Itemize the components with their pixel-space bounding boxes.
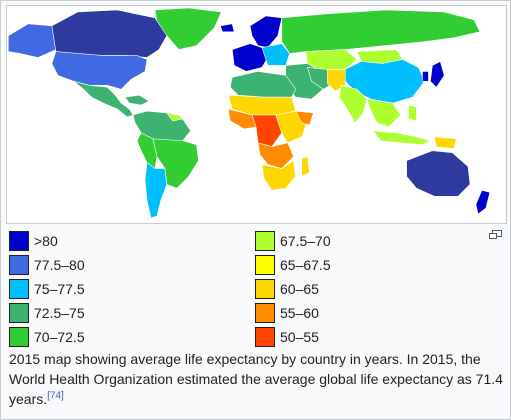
legend-swatch (9, 231, 29, 251)
region-alaska (7, 23, 57, 58)
region-philippines (408, 104, 417, 122)
region-southern-africa (261, 160, 296, 191)
region-russia (281, 9, 481, 54)
caption-reference-sup: [74] (47, 390, 64, 401)
legend-label: 77.5–80 (34, 257, 85, 273)
region-australia (406, 150, 471, 197)
legend-column: >80 77.5–80 75–77.5 72.5–75 70–72.5 (9, 229, 85, 349)
region-greenland (154, 7, 222, 50)
region-south-central-asia (327, 69, 346, 92)
legend-label: 55–60 (280, 305, 319, 321)
region-north-africa (229, 71, 296, 98)
caption-reference-link[interactable]: [74] (47, 390, 64, 402)
legend-item: 65–67.5 (255, 253, 331, 277)
region-new-zealand (475, 189, 491, 215)
legend-swatch (9, 327, 29, 347)
legend-item: 75–77.5 (9, 277, 85, 301)
legend-swatch (9, 255, 29, 275)
caption-text: 2015 map showing average life expectancy… (9, 351, 503, 407)
map-legend: >80 77.5–80 75–77.5 72.5–75 70–72.5 (9, 229, 504, 347)
region-japan (430, 61, 445, 88)
legend-item: 55–60 (255, 301, 331, 325)
figure-caption: 2015 map showing average life expectancy… (9, 349, 505, 409)
legend-label: 72.5–75 (34, 305, 85, 321)
legend-item: 67.5–70 (255, 229, 331, 253)
legend-item: 77.5–80 (9, 253, 85, 277)
region-west-africa (227, 108, 259, 130)
region-korea (422, 71, 429, 82)
world-map-svg (7, 7, 491, 219)
region-brazil (152, 138, 199, 189)
legend-swatch (9, 279, 29, 299)
legend-item: >80 (9, 229, 85, 253)
legend-swatch (255, 255, 275, 275)
region-horn-of-africa (295, 110, 314, 126)
region-southeast-asia (366, 98, 402, 128)
legend-swatch (255, 303, 275, 323)
legend-item: 50–55 (255, 325, 331, 349)
legend-column: 67.5–70 65–67.5 60–65 55–60 50–55 (255, 229, 331, 349)
region-scandinavia (249, 15, 283, 48)
legend-label: 67.5–70 (280, 233, 331, 249)
world-life-expectancy-map[interactable] (6, 5, 507, 224)
region-usa (51, 51, 148, 90)
region-western-europe (231, 43, 269, 72)
region-india (338, 84, 368, 124)
region-canada (51, 9, 168, 58)
region-iran (307, 67, 334, 90)
region-madagascar (301, 156, 310, 177)
legend-swatch (255, 327, 275, 347)
legend-swatch (9, 303, 29, 323)
region-iceland (219, 23, 235, 33)
enlarge-icon-front-box (489, 233, 497, 239)
region-png (433, 136, 457, 150)
legend-swatch (255, 231, 275, 251)
legend-swatch (255, 279, 275, 299)
legend-label: 60–65 (280, 281, 319, 297)
enlarge-icon[interactable] (489, 230, 503, 240)
legend-label: 50–55 (280, 329, 319, 345)
legend-label: 75–77.5 (34, 281, 85, 297)
legend-item: 72.5–75 (9, 301, 85, 325)
legend-label: 70–72.5 (34, 329, 85, 345)
region-southern-cone (144, 162, 168, 219)
region-eastern-europe (261, 43, 291, 66)
region-indonesia (372, 130, 432, 146)
region-southern-central-africa (257, 142, 295, 169)
region-guyana (166, 112, 184, 122)
legend-label: >80 (34, 233, 58, 249)
legend-item: 60–65 (255, 277, 331, 301)
legend-item: 70–72.5 (9, 325, 85, 349)
legend-label: 65–67.5 (280, 257, 331, 273)
region-caribbean (124, 94, 150, 106)
